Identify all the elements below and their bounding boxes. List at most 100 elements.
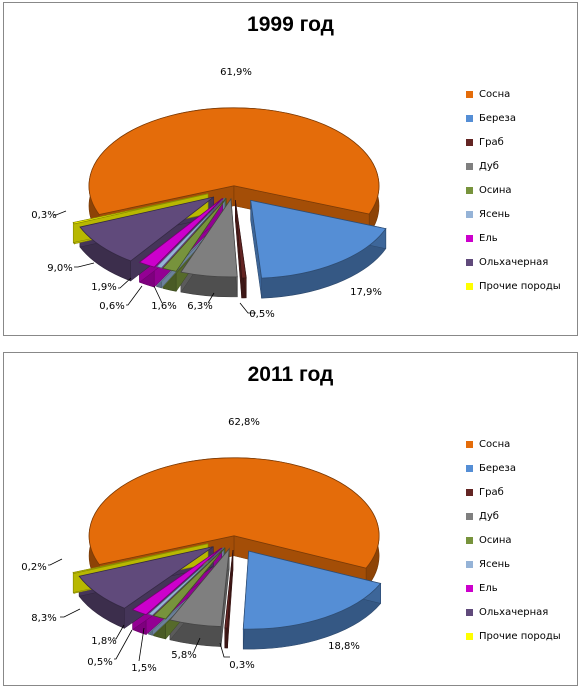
legend-swatch: [466, 186, 473, 194]
leader-line-yasen: [126, 285, 143, 306]
data-label-sosna: 62,8%: [228, 417, 260, 428]
pie-slice-bereza: [250, 199, 387, 279]
pie-chart-svg: 61,9% 17,9% 0,5% 6,3% 1,6% 0,6% 1,9% 9,0% 0,3%: [31, 67, 387, 320]
legend-swatch: [466, 234, 473, 242]
data-label-yasen: 0,5%: [87, 657, 112, 668]
legend-label: Ель: [479, 232, 498, 244]
chart-panel-1999: 1999 год 61,9% 17,9% 0,5% 6,3% 1,6% 0,6% 1,9% 9…: [3, 2, 578, 336]
leader-line-dub: [193, 637, 201, 652]
leader-line-yasen: [114, 629, 133, 660]
legend-item-olhachernaya: Ольхачерная: [466, 605, 548, 619]
legend-item-el: Ель: [466, 581, 498, 595]
legend-swatch: [466, 464, 473, 472]
data-label-dub: 5,8%: [171, 650, 196, 661]
legend-label: Ольхачерная: [479, 256, 549, 268]
data-label-osina: 1,5%: [131, 663, 156, 674]
legend-label: Ясень: [479, 208, 511, 220]
data-labels: 61,9% 17,9% 0,5% 6,3% 1,6% 0,6% 1,9% 9,0% 0,3%: [31, 67, 382, 320]
legend-label: Ольхачерная: [479, 606, 549, 618]
chart-title: 2011 год: [247, 363, 334, 386]
leader-line-olhachernaya: [74, 262, 95, 268]
legend-item-osina: Осина: [466, 183, 512, 197]
legend-label: Осина: [479, 184, 512, 196]
legend-label: Ясень: [479, 558, 511, 570]
legend-swatch: [466, 536, 473, 544]
pie-slice-grab: [234, 200, 247, 279]
data-label-el: 1,8%: [91, 636, 116, 647]
legend-item-sosna: Сосна: [466, 87, 510, 101]
pie-slice-prochie-porody: [72, 193, 209, 225]
pie-slice-grab: [224, 550, 234, 629]
leader-line-el: [118, 277, 132, 289]
pie-slice-osina: [162, 197, 227, 272]
legend-swatch: [466, 258, 473, 266]
data-labels: 62,8% 18,8% 0,3% 5,8% 1,5% 0,5% 1,8% 8,3% 0,2%: [21, 417, 360, 674]
pie-slice-bereza: [242, 550, 382, 630]
legend-label: Дуб: [479, 510, 499, 522]
legend-swatch: [466, 162, 473, 170]
pie-slice-el: [131, 547, 222, 616]
legend-label: Граб: [479, 136, 504, 148]
pie-tops: [72, 107, 387, 279]
data-label-el: 1,9%: [91, 282, 116, 293]
data-label-bereza: 18,8%: [328, 641, 360, 652]
legend-label: Сосна: [479, 88, 511, 100]
data-label-bereza: 17,9%: [350, 287, 382, 298]
pie-slice-dub: [180, 197, 238, 278]
legend-item-prochie-porody: Прочие породы: [466, 629, 561, 643]
pie-slice-prochie-porody: [72, 543, 209, 574]
data-label-prochie-porody: 0,2%: [21, 562, 46, 573]
legend-item-grab: Граб: [466, 485, 504, 499]
legend-item-osina: Осина: [466, 533, 512, 547]
legend-item-bereza: Береза: [466, 111, 516, 125]
legend-label: Прочие породы: [479, 630, 561, 642]
legend-item-bereza: Береза: [466, 461, 516, 475]
pie-chart-svg: 62,8% 18,8% 0,3% 5,8% 1,5% 0,5% 1,8% 8,3% 0,2%: [21, 417, 382, 674]
leader-line-osina: [138, 627, 145, 662]
legend-item-grab: Граб: [466, 135, 504, 149]
legend-swatch: [466, 282, 473, 290]
data-label-dub: 6,3%: [187, 301, 212, 312]
chart-title: 1999 год: [247, 13, 334, 36]
leader-line-prochie-porody: [54, 210, 67, 216]
pie-slice-sosna: [88, 457, 380, 569]
data-label-sosna: 61,9%: [220, 67, 252, 78]
legend-label: Граб: [479, 486, 504, 498]
legend-swatch: [466, 90, 473, 98]
pie-slice-sosna: [88, 107, 380, 215]
legend-item-yasen: Ясень: [466, 557, 510, 571]
legend-label: Прочие породы: [479, 280, 561, 292]
legend-item-prochie-porody: Прочие породы: [466, 279, 561, 293]
chart-panel-2011: 2011 год 62,8% 18,8% 0,3% 5,8% 1,5% 0,5% 1,8% 8…: [3, 352, 578, 686]
data-label-yasen: 0,6%: [99, 301, 124, 312]
leader-line-prochie-porody: [48, 558, 63, 566]
legend-label: Дуб: [479, 160, 499, 172]
legend-item-el: Ель: [466, 231, 498, 245]
legend-swatch: [466, 488, 473, 496]
pie-slice-olhachernaya: [78, 546, 214, 609]
leader-line-dub: [207, 292, 215, 304]
data-label-olhachernaya: 9,0%: [47, 263, 72, 274]
legend-item-dub: Дуб: [466, 159, 499, 173]
pie-slice-yasen: [155, 197, 226, 269]
legend-item-olhachernaya: Ольхачерная: [466, 255, 548, 269]
pie-slice-olhachernaya: [79, 196, 215, 262]
legend-item-yasen: Ясень: [466, 207, 510, 221]
legend-swatch: [466, 632, 473, 640]
pie-tops: [72, 457, 382, 630]
leader-line-grab: [239, 302, 256, 314]
data-label-prochie-porody: 0,3%: [31, 210, 56, 221]
legend-swatch: [466, 138, 473, 146]
pie-slice-yasen: [147, 547, 225, 616]
legend-swatch: [466, 210, 473, 218]
leader-line-grab: [219, 642, 230, 658]
legend-label: Ель: [479, 582, 498, 594]
legend-label: Береза: [479, 112, 516, 124]
legend-label: Береза: [479, 462, 516, 474]
legend-swatch: [466, 608, 473, 616]
data-label-grab: 0,5%: [249, 309, 274, 320]
legend-swatch: [466, 512, 473, 520]
legend-item-dub: Дуб: [466, 509, 499, 523]
pie-slice-el: [138, 198, 223, 268]
data-label-osina: 1,6%: [151, 301, 176, 312]
